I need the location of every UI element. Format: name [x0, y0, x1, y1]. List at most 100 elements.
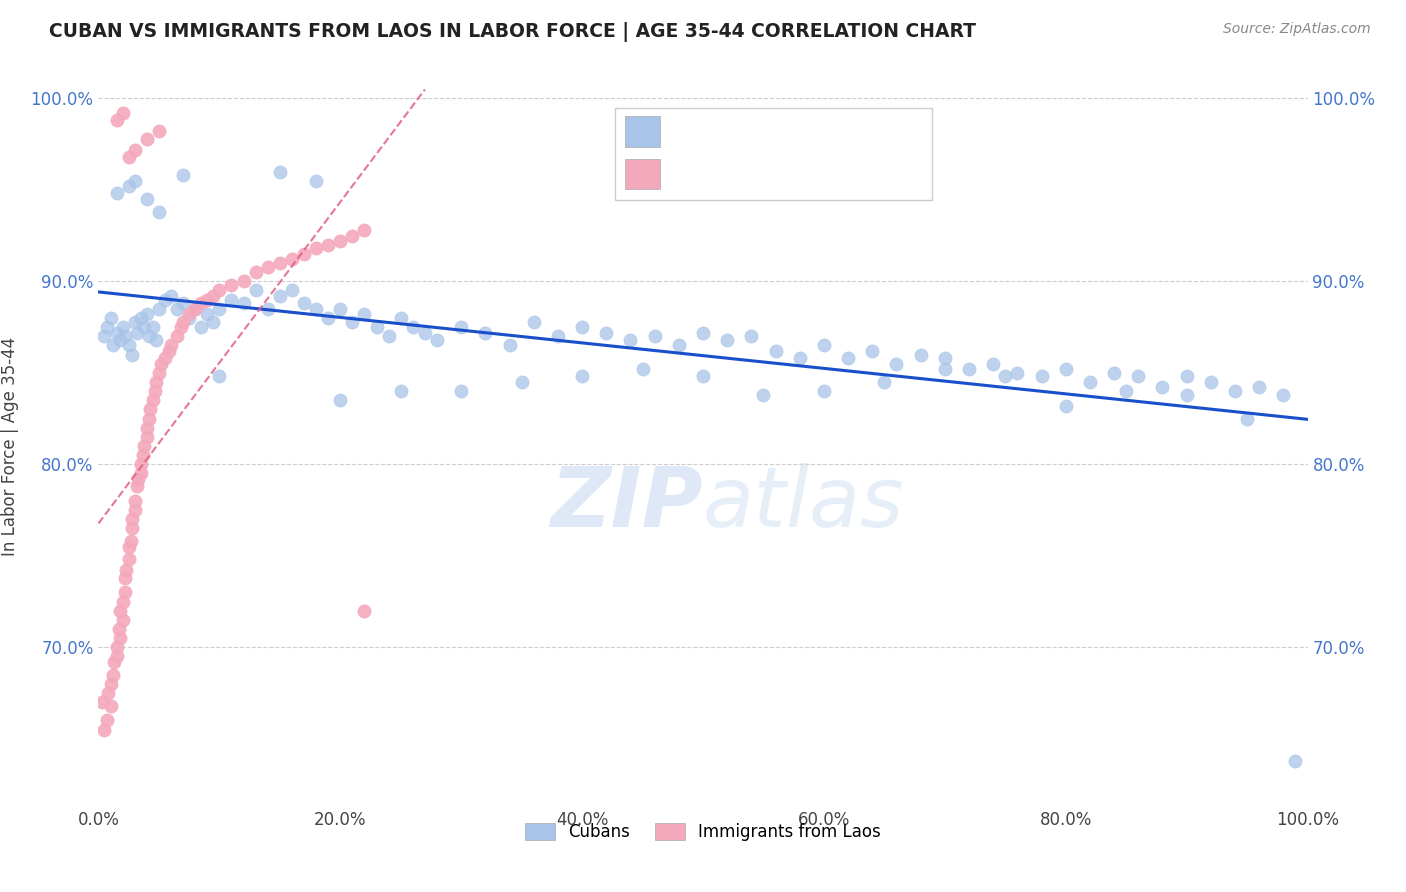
Point — [135, 430, 157, 444]
Point — [619, 333, 641, 347]
Point — [105, 640, 128, 655]
Point — [1175, 388, 1198, 402]
Point — [148, 124, 170, 138]
Text: 0.117: 0.117 — [734, 165, 789, 183]
Point — [413, 326, 436, 340]
Point — [105, 113, 128, 128]
Point — [740, 329, 762, 343]
Point — [1078, 375, 1101, 389]
Point — [1175, 369, 1198, 384]
Point — [118, 338, 141, 352]
Point — [1223, 384, 1246, 398]
Point — [1054, 362, 1077, 376]
Point — [190, 320, 212, 334]
Point — [292, 247, 315, 261]
Point — [873, 375, 896, 389]
Point — [1236, 411, 1258, 425]
Point — [316, 310, 339, 325]
Point — [145, 375, 167, 389]
Point — [389, 384, 412, 398]
Point — [837, 351, 859, 366]
Point — [813, 338, 835, 352]
Point — [1249, 380, 1271, 394]
Point — [353, 604, 375, 618]
Point — [145, 333, 167, 347]
Point — [547, 329, 569, 343]
Point — [353, 307, 375, 321]
Y-axis label: In Labor Force | Age 35-44: In Labor Force | Age 35-44 — [1, 336, 20, 556]
Point — [139, 402, 162, 417]
Point — [172, 168, 194, 182]
Point — [166, 301, 188, 316]
Point — [256, 260, 278, 274]
Point — [142, 320, 165, 334]
Point — [668, 338, 690, 352]
Point — [124, 494, 146, 508]
Point — [208, 301, 231, 316]
Point — [134, 439, 156, 453]
Point — [402, 320, 425, 334]
Point — [474, 326, 496, 340]
Point — [523, 315, 546, 329]
Point — [121, 347, 143, 361]
Point — [1152, 380, 1174, 394]
Point — [135, 192, 157, 206]
Point — [498, 338, 520, 352]
Point — [127, 479, 149, 493]
Point — [103, 655, 125, 669]
Point — [120, 534, 142, 549]
Point — [150, 357, 173, 371]
Point — [1199, 375, 1222, 389]
Point — [202, 289, 225, 303]
Point — [329, 393, 352, 408]
Point — [105, 326, 128, 340]
Point — [108, 604, 131, 618]
Point — [124, 174, 146, 188]
Point — [571, 369, 593, 384]
Point — [329, 301, 352, 316]
Point — [160, 338, 183, 352]
Point — [138, 329, 160, 343]
Point — [111, 106, 134, 120]
Point — [124, 503, 146, 517]
Point — [100, 677, 122, 691]
Point — [934, 362, 956, 376]
Text: R =: R = — [676, 123, 720, 141]
Point — [269, 164, 291, 178]
Point — [957, 362, 980, 376]
Point — [1031, 369, 1053, 384]
Point — [169, 320, 191, 334]
Point — [118, 552, 141, 566]
Point — [789, 351, 811, 366]
Point — [994, 369, 1017, 384]
Point — [631, 362, 654, 376]
Point — [93, 329, 115, 343]
Point — [121, 521, 143, 535]
Point — [127, 326, 149, 340]
Point — [389, 310, 412, 325]
Point — [118, 179, 141, 194]
Point — [765, 343, 787, 358]
Point — [910, 347, 932, 361]
Point — [127, 472, 149, 486]
Point — [353, 223, 375, 237]
Point — [111, 613, 134, 627]
Point — [450, 384, 472, 398]
Point — [292, 296, 315, 310]
Point — [305, 241, 328, 255]
Text: CUBAN VS IMMIGRANTS FROM LAOS IN LABOR FORCE | AGE 35-44 CORRELATION CHART: CUBAN VS IMMIGRANTS FROM LAOS IN LABOR F… — [49, 22, 976, 42]
Point — [886, 357, 908, 371]
Point — [118, 540, 141, 554]
Point — [172, 315, 194, 329]
Point — [135, 420, 157, 434]
Point — [135, 307, 157, 321]
FancyBboxPatch shape — [624, 159, 661, 189]
Point — [208, 284, 231, 298]
Text: N =: N = — [813, 123, 856, 141]
Point — [281, 252, 304, 267]
Point — [115, 563, 138, 577]
Text: Source: ZipAtlas.com: Source: ZipAtlas.com — [1223, 22, 1371, 37]
Point — [108, 631, 131, 645]
Point — [121, 512, 143, 526]
Point — [114, 585, 136, 599]
